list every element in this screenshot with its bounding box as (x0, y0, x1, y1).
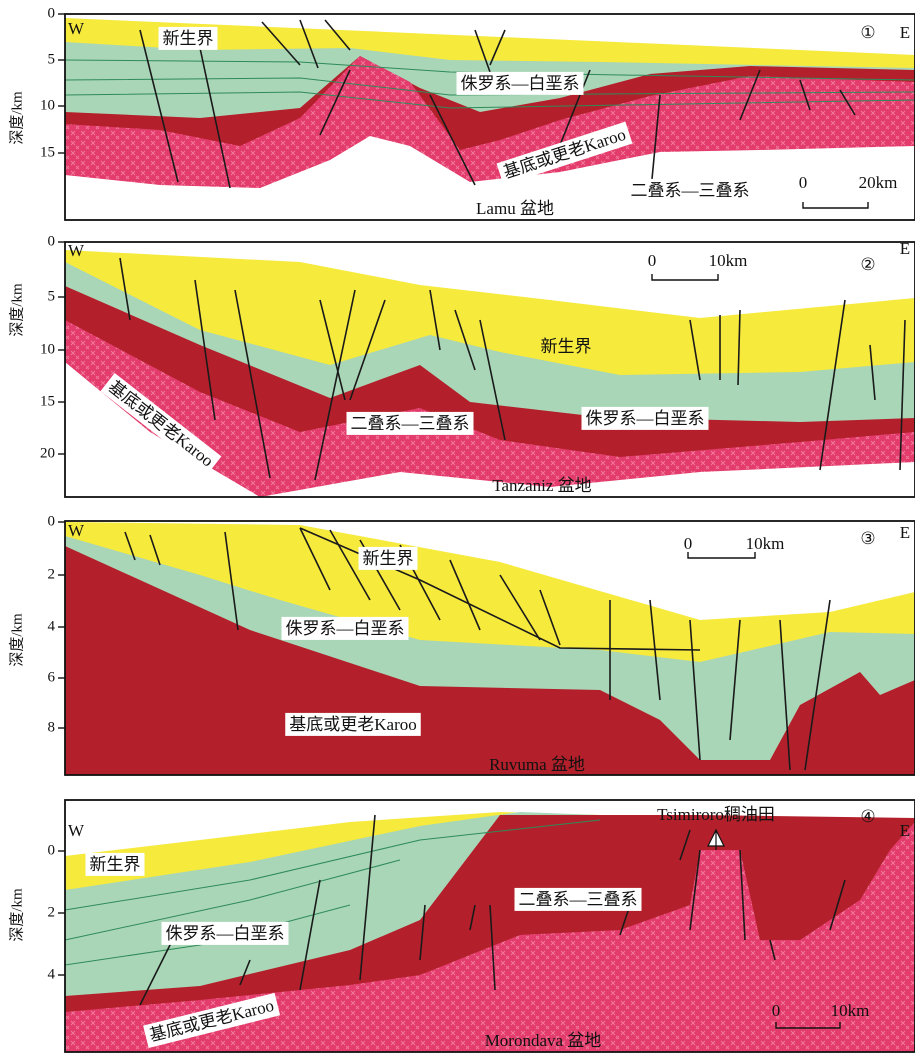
figure: 051015深度/km①WE新生界侏罗系—白垩系基底或更老Karoo二叠系—三叠… (0, 0, 915, 1058)
y-tick-label: 10 (40, 341, 55, 357)
jurassic-cretaceous-label: 侏罗系—白垩系 (286, 619, 405, 638)
cenozoic-label-group: 新生界 (159, 27, 218, 50)
y-tick-label: 0 (48, 842, 56, 858)
permian-triassic-label: 二叠系—三叠系 (351, 414, 470, 433)
panel-number: ③ (860, 529, 875, 548)
y-tick-label: 0 (48, 233, 56, 249)
panel-3 (65, 521, 915, 775)
scale-label: 10km (831, 1001, 870, 1020)
y-tick-label: 5 (48, 51, 56, 67)
east-label: E (900, 239, 910, 258)
jurassic-cretaceous-label: 侏罗系—白垩系 (461, 74, 580, 93)
y-tick-label: 5 (48, 288, 56, 304)
basement-label-group: 基底或更老Karoo (285, 713, 420, 736)
oilfield-label: Tsimiroro稠油田 (657, 805, 775, 824)
west-label: W (68, 19, 85, 38)
scale-label: 0 (648, 251, 657, 270)
y-tick-label: 0 (48, 5, 56, 21)
y-axis-label: 深度/km (8, 283, 25, 337)
y-tick-label: 4 (48, 966, 56, 982)
cenozoic-label-group: 新生界 (359, 547, 418, 570)
permian-triassic-label-group: 二叠系—三叠系 (515, 888, 642, 911)
scale-label: 10km (709, 251, 748, 270)
jurassic-cretaceous-label: 侏罗系—白垩系 (166, 924, 285, 943)
jurassic-cretaceous-label-group: 侏罗系—白垩系 (457, 72, 584, 95)
panel-number: ① (860, 23, 875, 42)
scale-label: 0 (772, 1001, 781, 1020)
y-tick-label: 2 (48, 904, 56, 920)
cenozoic-label: 新生界 (541, 337, 592, 356)
y-tick-label: 15 (40, 393, 55, 409)
cenozoic-label: 新生界 (363, 549, 414, 568)
jurassic-cretaceous-label-group: 侏罗系—白垩系 (162, 922, 289, 945)
y-axis-label: 深度/km (8, 91, 25, 145)
cenozoic-label-group: 新生界 (86, 853, 145, 876)
cenozoic-label: 新生界 (90, 855, 141, 874)
scale-label: 10km (746, 534, 785, 553)
basin-label: Tanzaniz 盆地 (492, 476, 591, 495)
cenozoic-label: 新生界 (163, 29, 214, 48)
scale-label: 20km (859, 173, 898, 192)
basin-label: Ruvuma 盆地 (489, 755, 585, 774)
east-label: E (900, 23, 910, 42)
y-axis-label: 深度/km (8, 613, 25, 667)
basement-label: 基底或更老Karoo (289, 715, 416, 734)
y-tick-label: 0 (48, 513, 56, 529)
y-axis-label: 深度/km (8, 888, 25, 942)
permian-triassic-label-group: 二叠系—三叠系 (347, 412, 474, 435)
permian-triassic-label-group: 二叠系—三叠系 (627, 179, 754, 202)
scale-bar (652, 274, 718, 280)
permian-triassic-label: 二叠系—三叠系 (631, 181, 750, 200)
cenozoic-label-group: 新生界 (537, 335, 596, 358)
panel-number: ② (860, 255, 875, 274)
y-tick-label: 6 (48, 669, 56, 685)
permian-triassic-label: 二叠系—三叠系 (519, 890, 638, 909)
east-label: E (900, 523, 910, 542)
jurassic-cretaceous-label-group: 侏罗系—白垩系 (582, 407, 709, 430)
basin-label: Lamu 盆地 (476, 199, 554, 218)
basin-label: Morondava 盆地 (485, 1031, 602, 1050)
scale-label: 0 (684, 534, 693, 553)
y-tick-label: 10 (40, 97, 55, 113)
y-tick-label: 4 (48, 618, 56, 634)
y-tick-label: 8 (48, 719, 56, 735)
panel-number: ④ (860, 807, 875, 826)
y-tick-label: 20 (40, 445, 55, 461)
west-label: W (68, 241, 85, 260)
west-label: W (68, 521, 85, 540)
east-label: E (900, 821, 910, 840)
y-tick-label: 15 (40, 144, 55, 160)
west-label: W (68, 821, 85, 840)
y-tick-label: 2 (48, 566, 56, 582)
scale-label: 0 (799, 173, 808, 192)
jurassic-cretaceous-label: 侏罗系—白垩系 (586, 409, 705, 428)
jurassic-cretaceous-label-group: 侏罗系—白垩系 (282, 617, 409, 640)
